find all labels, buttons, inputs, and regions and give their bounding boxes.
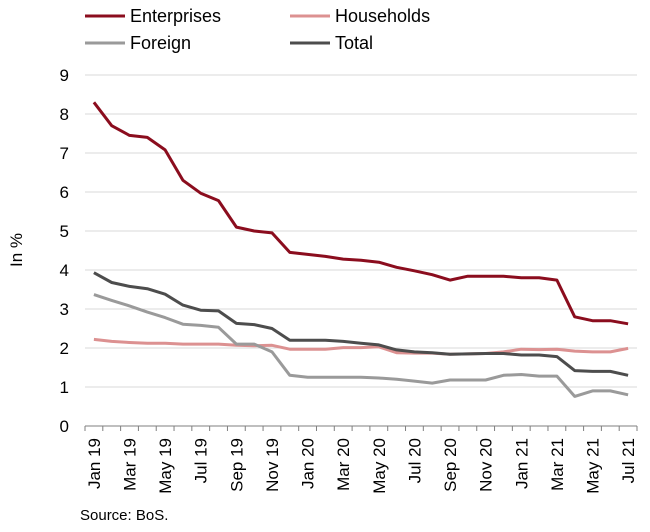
series-line-households bbox=[93, 337, 629, 356]
x-axis: Jan 19 Mar 19 May 19 Jul 19 Sep 19 Nov 19 Jan … bbox=[84, 425, 638, 494]
legend-item-enterprises: Enterprises bbox=[85, 6, 221, 26]
x-tick-label: Sep 19 bbox=[227, 438, 246, 492]
y-tick-label: 4 bbox=[60, 261, 69, 280]
series-line-enterprises bbox=[92, 101, 629, 326]
legend-label: Foreign bbox=[130, 33, 191, 53]
x-tick-label: Mar 20 bbox=[334, 438, 353, 491]
x-tick-label: Jan 20 bbox=[299, 438, 318, 489]
x-tick-label: Jul 20 bbox=[405, 438, 424, 483]
legend-label: Enterprises bbox=[130, 6, 221, 26]
x-tick-label: Jul 21 bbox=[619, 438, 638, 483]
y-tick-label: 8 bbox=[60, 105, 69, 124]
y-tick-label: 5 bbox=[60, 222, 69, 241]
series-line-foreign bbox=[93, 293, 629, 398]
x-tick-label: Sep 20 bbox=[441, 438, 460, 492]
y-axis-ticks: 0 1 2 3 4 5 6 7 8 9 bbox=[60, 66, 69, 436]
y-tick-label: 0 bbox=[60, 417, 69, 436]
y-tick-label: 7 bbox=[60, 144, 69, 163]
series-lines bbox=[92, 101, 629, 398]
legend-item-total: Total bbox=[290, 33, 373, 53]
x-tick-label: May 20 bbox=[370, 438, 389, 494]
y-axis-label: In % bbox=[7, 233, 26, 267]
x-tick-label: Nov 20 bbox=[477, 438, 496, 492]
y-tick-label: 6 bbox=[60, 183, 69, 202]
x-tick-label: Nov 19 bbox=[263, 438, 282, 492]
x-tick-label: Mar 19 bbox=[121, 438, 140, 491]
x-tick-label: May 19 bbox=[156, 438, 175, 494]
y-tick-label: 2 bbox=[60, 339, 69, 358]
x-tick-label: Jan 19 bbox=[85, 438, 104, 489]
source-note: Source: BoS. bbox=[80, 507, 169, 524]
y-tick-label: 1 bbox=[60, 378, 69, 397]
gridlines bbox=[85, 74, 637, 388]
legend-item-households: Households bbox=[290, 6, 430, 26]
legend: Enterprises Households Foreign Total bbox=[85, 6, 430, 53]
legend-label: Households bbox=[335, 6, 430, 26]
legend-label: Total bbox=[335, 33, 373, 53]
series-line-total bbox=[93, 271, 629, 377]
x-tick-label: May 21 bbox=[583, 438, 602, 494]
x-tick-label: Jan 21 bbox=[512, 438, 531, 489]
y-tick-label: 9 bbox=[60, 66, 69, 85]
x-tick-label: Jul 19 bbox=[192, 438, 211, 483]
y-tick-label: 3 bbox=[60, 300, 69, 319]
legend-item-foreign: Foreign bbox=[85, 33, 191, 53]
x-tick-label: Mar 21 bbox=[548, 438, 567, 491]
